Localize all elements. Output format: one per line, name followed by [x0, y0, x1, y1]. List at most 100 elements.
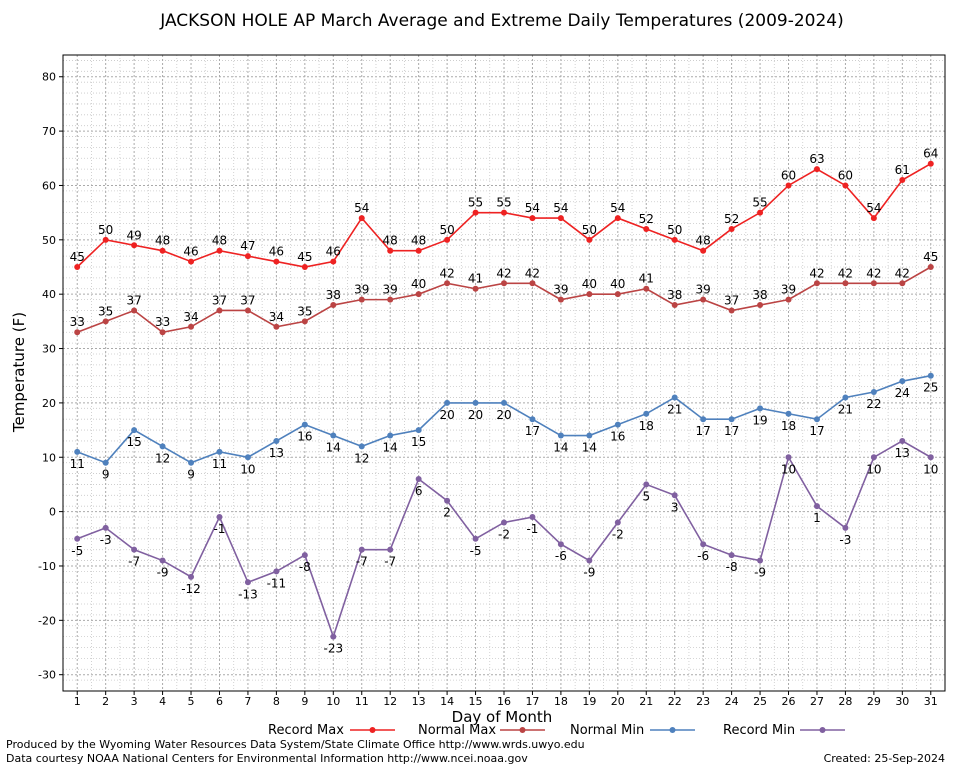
record-min-point: [586, 557, 593, 564]
normal-min-data-label: 20: [496, 408, 511, 422]
y-tick-label: 10: [42, 451, 56, 464]
x-tick-label: 17: [525, 695, 539, 708]
normal-max-point: [301, 318, 308, 325]
normal-min-data-label: 17: [724, 424, 739, 438]
x-tick-label: 23: [696, 695, 710, 708]
normal-max-point: [273, 323, 280, 330]
record-max-point: [643, 225, 650, 232]
record-min-point: [159, 557, 166, 564]
normal-min-data-label: 11: [70, 457, 85, 471]
record-min-data-label: -13: [238, 587, 258, 601]
y-axis-ticks: -30 -20 -10 0 10 20 30 40 50 60 70 80: [38, 71, 63, 682]
record-min-data-label: -23: [323, 642, 343, 656]
normal-max-point: [501, 280, 507, 287]
record-min-data-label: -5: [71, 544, 83, 558]
y-tick-label: -20: [38, 614, 56, 627]
x-tick-label: 18: [554, 695, 568, 708]
x-tick-label: 30: [895, 695, 909, 708]
normal-max-point: [529, 280, 536, 287]
record-max-point: [444, 236, 451, 243]
record-max-data-label: 48: [411, 234, 426, 248]
record-min-data-label: -1: [526, 522, 538, 536]
normal-min-data-label: 17: [809, 424, 824, 438]
normal-max-data-label: 35: [297, 304, 312, 318]
normal-min-point: [244, 454, 251, 461]
legend-marker-record-min: [819, 727, 826, 733]
normal-min-data-label: 14: [383, 441, 398, 455]
y-tick-label: 80: [42, 71, 56, 84]
record-min-data-label: -7: [128, 555, 140, 569]
record-min-point: [700, 541, 707, 548]
series-normal-max: 33 35 37 33 34 37 37 34 35 38 39 39 40 42 41 42 42 39 40 40…: [70, 250, 938, 336]
record-max-data-label: 50: [667, 223, 682, 237]
normal-max-data-label: 33: [155, 315, 170, 329]
x-tick-label: 11: [355, 695, 369, 708]
record-min-point: [216, 514, 223, 521]
normal-max-data-label: 37: [240, 293, 255, 307]
normal-min-point: [557, 432, 564, 439]
record-min-point: [671, 492, 678, 499]
record-max-point: [273, 258, 280, 265]
record-min-point: [614, 519, 621, 526]
record-min-point: [358, 546, 365, 553]
legend-label-normal-min: Normal Min: [570, 723, 644, 738]
normal-min-point: [728, 416, 735, 423]
footer-courtesy: Data courtesy NOAA National Centers for …: [6, 752, 528, 765]
normal-max-point: [813, 280, 820, 287]
normal-min-data-label: 21: [667, 402, 682, 416]
normal-max-data-label: 38: [752, 288, 767, 302]
record-max-data-label: 45: [70, 250, 85, 264]
normal-min-data-label: 11: [212, 457, 227, 471]
normal-max-data-label: 38: [326, 288, 341, 302]
normal-max-data-label: 37: [212, 293, 227, 307]
normal-max-data-label: 38: [667, 288, 682, 302]
record-max-point: [330, 258, 337, 265]
x-tick-label: 22: [668, 695, 682, 708]
normal-max-point: [330, 302, 337, 309]
record-max-data-label: 50: [439, 223, 454, 237]
x-tick-label: 15: [469, 695, 483, 708]
record-min-data-label: 10: [866, 462, 881, 476]
x-tick-label: 19: [582, 695, 596, 708]
normal-min-data-label: 16: [297, 430, 312, 444]
record-min-point: [529, 514, 536, 521]
normal-min-point: [330, 432, 337, 439]
record-min-point: [74, 535, 81, 542]
normal-max-data-label: 34: [269, 310, 284, 324]
x-tick-label: 12: [383, 695, 397, 708]
record-max-data-label: 64: [923, 147, 938, 161]
normal-max-point: [842, 280, 849, 287]
record-min-data-label: -2: [498, 527, 510, 541]
series-normal-min: 11 9 15 12 9 11 10 13 16 14 12 14 15 20 20 20 17 14 14 16 18…: [70, 372, 938, 482]
y-tick-label: 20: [42, 397, 56, 410]
series-record-max: 45 50 49 48 46 48 47 46 45 46 54 48 48 50 55 55 54 54 50 54…: [70, 147, 938, 270]
normal-max-point: [757, 302, 764, 309]
x-tick-label: 16: [497, 695, 511, 708]
normal-min-data-label: 17: [696, 424, 711, 438]
normal-max-data-label: 33: [70, 315, 85, 329]
record-min-data-label: -7: [384, 555, 396, 569]
record-max-data-label: 49: [126, 228, 141, 242]
record-max-data-label: 52: [724, 212, 739, 226]
normal-min-point: [444, 399, 451, 406]
record-max-data-label: 52: [639, 212, 654, 226]
normal-min-point: [301, 421, 308, 428]
record-min-point: [813, 503, 820, 510]
normal-max-point: [643, 285, 650, 292]
record-max-data-label: 60: [781, 168, 796, 182]
y-tick-label: 40: [42, 288, 56, 301]
record-min-data-label: -8: [299, 560, 311, 574]
normal-max-data-label: 42: [895, 266, 910, 280]
y-tick-label: 50: [42, 234, 56, 247]
normal-min-point: [529, 416, 536, 423]
record-min-data-label: 3: [671, 500, 679, 514]
normal-max-point: [557, 296, 564, 303]
normal-max-point: [870, 280, 877, 287]
normal-max-point: [102, 318, 109, 325]
y-axis-label: Temperature (F): [10, 312, 28, 433]
record-min-data-label: -12: [181, 582, 201, 596]
record-min-point: [301, 552, 308, 559]
record-max-point: [671, 236, 678, 243]
record-max-point: [813, 166, 820, 173]
record-max-point: [415, 247, 422, 254]
